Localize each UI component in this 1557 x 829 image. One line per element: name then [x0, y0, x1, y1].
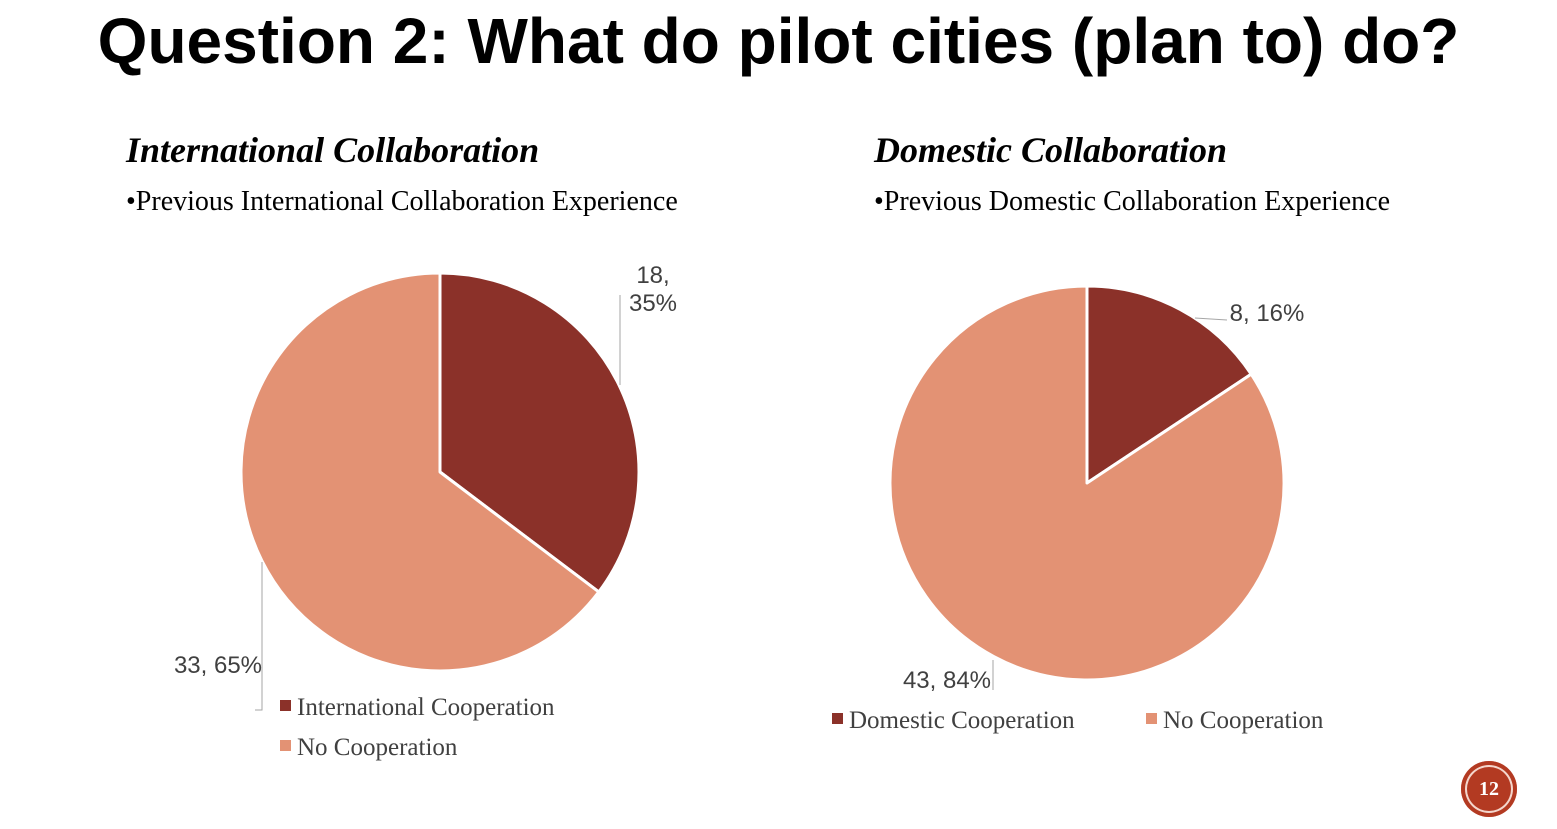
- pie1-legend-swatch-no-cooperation: [280, 740, 291, 751]
- pie2-slice-no-cooperation: [888, 284, 1286, 682]
- pie1-data-label-international-cooperation: 18, 35%: [629, 262, 677, 317]
- domestic-bullet: •Previous Domestic Collaboration Experie…: [874, 186, 1391, 217]
- pie1-legend-label-no-cooperation: No Cooperation: [297, 734, 458, 761]
- pie2-data-label-no-cooperation: 43, 84%: [903, 667, 991, 694]
- page-number-badge: 12: [1461, 761, 1517, 817]
- pie2-slice-domestic-cooperation: [1085, 284, 1253, 485]
- pie1-data-label-no-cooperation: 33, 65%: [174, 652, 262, 679]
- international-bullet: •Previous International Collaboration Ex…: [126, 186, 678, 217]
- pie2-legend-swatch-domestic-cooperation: [832, 713, 843, 724]
- page-number: 12: [1479, 778, 1499, 800]
- pie2-legend-swatch-no-cooperation: [1146, 713, 1157, 724]
- domestic-collaboration-heading: Domestic Collaboration: [874, 130, 1228, 170]
- pie1-legend-swatch-international-cooperation: [280, 700, 291, 711]
- pie2-legend-label-domestic-cooperation: Domestic Cooperation: [849, 707, 1075, 734]
- pie2-data-label-domestic-cooperation: 8, 16%: [1230, 300, 1305, 327]
- slide-title: Question 2: What do pilot cities (plan t…: [97, 5, 1460, 77]
- pie1-leader-line-no-cooperation: [255, 562, 263, 711]
- pie2-legend-label-no-cooperation: No Cooperation: [1163, 707, 1324, 734]
- pie1-slice-no-cooperation: [239, 271, 601, 673]
- international-collaboration-heading: International Collaboration: [126, 130, 540, 170]
- pie2-leader-line-domestic-cooperation: [1194, 317, 1228, 321]
- pie1-legend-label-international-cooperation: International Cooperation: [297, 694, 555, 721]
- pie1-slice-international-cooperation: [438, 271, 641, 594]
